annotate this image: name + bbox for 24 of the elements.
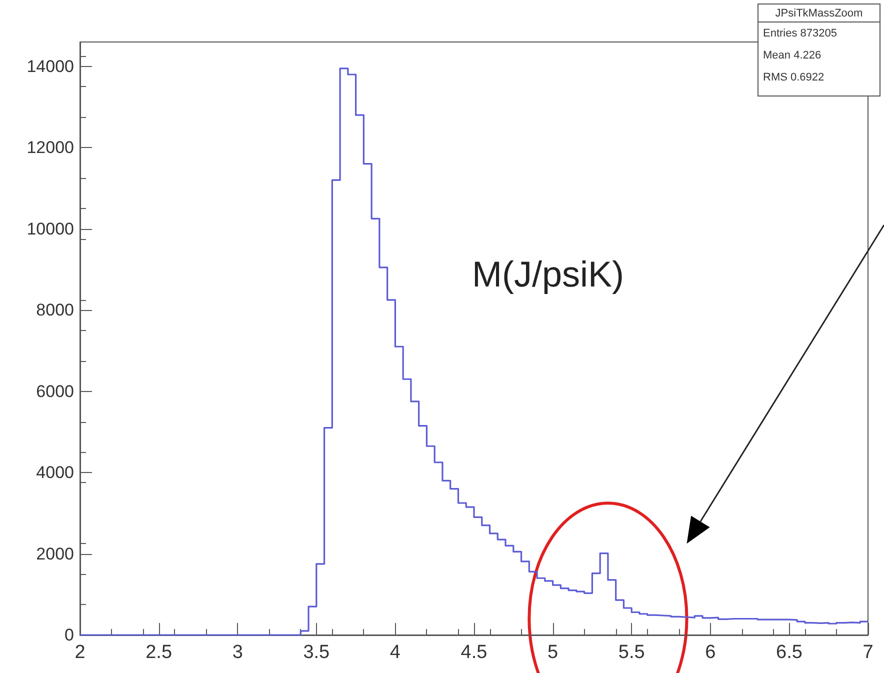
y-tick-label: 14000 xyxy=(26,56,74,76)
annotation: M(J/psiK) xyxy=(472,254,624,294)
text: JPsiTkMassZoom xyxy=(775,8,863,20)
x-tick-label: 3.5 xyxy=(303,642,330,663)
x-tick-label: 3 xyxy=(232,642,243,663)
y-tick-label: 10000 xyxy=(26,219,74,238)
x-tick-label: 2 xyxy=(74,642,86,663)
x-tick-label: 6 xyxy=(705,642,716,663)
annotation: Mean 4.226 xyxy=(763,50,822,62)
x-tick-label: 7 xyxy=(862,642,874,663)
text: Entries 873205 xyxy=(763,28,837,40)
x-tick-label: 4 xyxy=(390,642,401,663)
y-tick-label: 8000 xyxy=(36,300,74,320)
x-tick-label: 6.5 xyxy=(776,642,802,663)
annotation: RMS 0.6922 xyxy=(763,72,824,84)
x-tick-label: 5 xyxy=(548,642,558,663)
y-tick-label: 0 xyxy=(64,626,74,644)
y-tick-label: 6000 xyxy=(36,382,74,401)
y-tick-label: 2000 xyxy=(36,544,74,564)
y-tick-label: 4000 xyxy=(36,463,74,482)
y-tick-label: 12000 xyxy=(26,138,74,158)
x-tick-label: 2.5 xyxy=(146,642,172,663)
x-tick-label: 4.5 xyxy=(460,642,488,663)
x-tick-label: 5.5 xyxy=(618,642,645,663)
